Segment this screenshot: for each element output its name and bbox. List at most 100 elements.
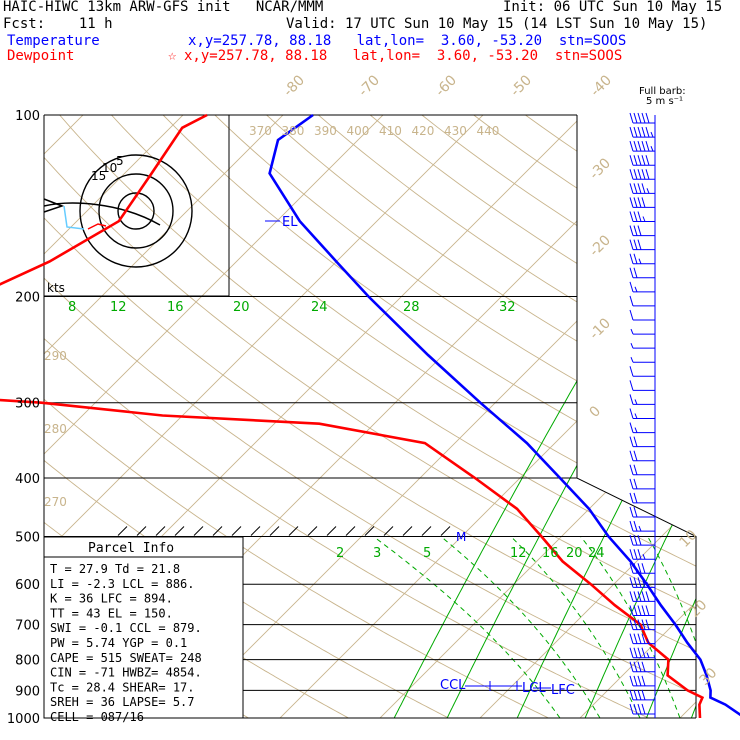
header-title: HAIC-HIWC 13km ARW-GFS init NCAR/MMM [3,0,324,15]
dewpoint-label: Dewpoint [7,48,75,64]
lfc-marker: LFC [551,683,575,698]
mixing-ratio-label: 24 [588,546,605,561]
wind-barb-flag [641,563,646,574]
wind-barb-flag [645,126,650,138]
dry-adiabat [608,115,696,718]
hodograph-ring [117,192,155,230]
wind-barb-flag [637,140,642,152]
wind-barb-flag [641,605,646,616]
sounding-lines [0,113,740,719]
hatch-mark [326,526,337,536]
pressure-tick-label: 800 [15,654,40,669]
parcel-row: CELL = 087/16 [50,710,144,724]
pressure-tick-label: 100 [15,109,40,124]
theta-label: 270 [44,495,67,509]
temperature-label: Temperature [7,33,100,49]
wind-barb-flag [645,619,650,630]
parcel-info-box: Parcel Info T = 27.9 Td = 21.8LI = -2.3 L… [43,536,244,724]
theta-label: 370 [249,124,272,138]
wind-barb [629,140,655,152]
parcel-row: PW = 5.74 YGP = 0.1 [50,636,187,650]
moist-adiabat [711,537,740,719]
wind-barb-half [630,342,634,349]
wind-barb-flag [633,506,638,518]
wind-barb-flag [637,239,642,250]
wind-barb-flag [629,436,634,447]
wind-barb-half [638,525,642,532]
wind-barb-flag [633,253,638,264]
wind-barb-flag [629,506,634,518]
wind-barb [629,239,655,251]
wind-barb-flag [637,225,642,236]
wind-barb-flag [633,591,638,602]
theta-label: 430 [444,124,467,138]
wind-barb-flag [637,155,642,166]
parcel-row: T = 27.9 Td = 21.8 [50,562,180,576]
wind-barb-half [634,413,638,419]
wind-barb-half [634,286,638,293]
wind-barb-flag [633,169,638,180]
dry-adiabat [44,115,677,718]
wind-barb-flag [633,267,638,278]
wind-barb [629,197,655,208]
wind-barb-flag [645,169,650,180]
parcel-row: SWI = -0.1 CCL = 879. [50,621,202,635]
hodograph-ring [98,173,174,249]
wind-barb-flag [637,563,642,574]
wind-barb-flag [629,126,634,138]
parcel-row: TT = 43 EL = 150. [50,606,173,620]
wind-barb-flag [633,464,638,475]
wind-barb [629,549,655,560]
wind-barb-flag [645,155,650,166]
theta-label: 280 [44,422,67,436]
dry-adiabat [200,115,696,718]
temperature-line [268,113,740,717]
dry-adiabat [659,115,696,718]
wind-barb-flag [629,520,634,532]
ccl-marker: CCL [440,678,466,693]
isotherm-label: -70 [356,72,383,99]
m-marker: M [456,530,466,544]
wind-barb-flag [641,661,646,672]
wind-barb [630,328,655,335]
isotherm [266,115,696,718]
wind-barb [629,591,655,602]
dry-adiabat [44,115,696,718]
wind-barb-half [630,357,634,363]
dry-adiabat [557,115,696,718]
wind-barb-flag [629,380,634,391]
wind-barb-flag [629,394,634,405]
wind-barb-flag [629,267,634,278]
wind-barb-flag [629,534,634,546]
theta-label: 290 [44,349,67,363]
hodograph-ring-label: 15 [91,169,106,183]
wind-barb-flag [645,605,650,616]
wind-barb-flag [641,633,646,644]
hatch-mark [383,526,394,536]
barb-legend-units: 5 m s⁻¹ [646,96,683,107]
wind-barb-flag [629,155,634,166]
wind-barb-flag [641,675,646,687]
wind-barb-flag [641,169,646,180]
wind-barb-flag [633,436,638,447]
barb-legend-title: Full barb: [639,86,686,97]
wind-barb-flag [629,619,634,630]
mixing-ratio-line [723,269,740,731]
mixing-ratio-line [440,268,687,718]
isotherm-label: 10 [677,527,701,551]
wind-barb-flag [641,183,646,194]
wind-barb-flag [629,183,634,194]
wind-barb-flag [641,591,646,602]
pressure-tick-label: 300 [15,397,40,412]
mixing-ratio-label: 20 [566,546,583,561]
wind-barb-flag [641,140,646,152]
hodograph-trace [87,223,107,230]
isotherm-label: -80 [281,72,308,99]
wind-barb-flag [645,591,650,602]
wind-barb-flag [629,366,634,377]
isotherm-label: -20 [587,232,614,259]
parcel-title: Parcel Info [88,541,174,556]
wind-barb-flag [633,605,638,616]
wind-barb-flag [629,647,634,658]
